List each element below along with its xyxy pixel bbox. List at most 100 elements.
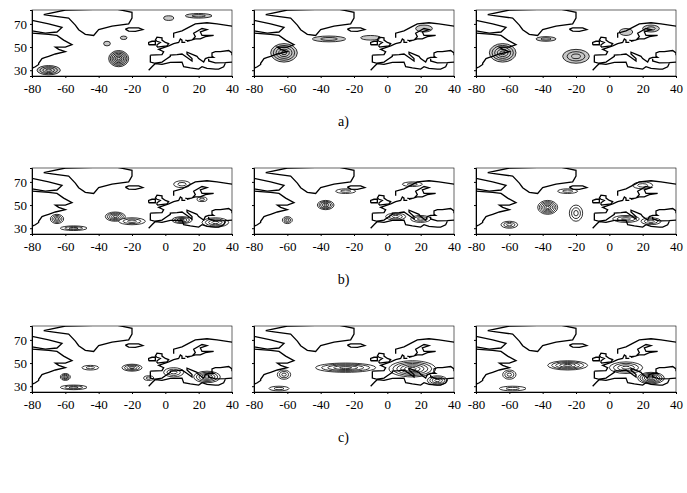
contour [117, 57, 120, 60]
tick: 0 [607, 234, 614, 254]
tick-label: -80 [468, 397, 485, 412]
tick-mark [421, 392, 422, 394]
coastline [476, 349, 516, 385]
tick-mark [321, 76, 322, 78]
tick-label: -20 [568, 239, 585, 254]
contour [552, 362, 584, 369]
tick-label: -20 [346, 397, 363, 412]
tick: -40 [90, 234, 107, 254]
tick-label: -80 [246, 81, 263, 96]
contour [567, 52, 585, 61]
contour [334, 366, 358, 370]
axis-line [33, 77, 233, 79]
tick-mark [165, 234, 166, 236]
contour [110, 52, 127, 66]
contour [341, 190, 351, 192]
axis-line [30, 327, 33, 393]
coastline [476, 191, 516, 227]
contour [114, 55, 124, 63]
coastline [629, 187, 657, 200]
tick: 30 [14, 63, 32, 78]
contour [60, 373, 70, 380]
coastline [254, 178, 284, 191]
tick-mark [30, 340, 32, 341]
contour [40, 67, 58, 74]
tick-mark [252, 363, 254, 364]
coastline [593, 62, 670, 70]
contour [127, 366, 137, 369]
tick: -60 [501, 234, 518, 254]
tick: -20 [124, 76, 141, 96]
tick-mark [474, 24, 476, 25]
coastline [155, 195, 168, 205]
panel: -80-60-40-2002040 [468, 325, 683, 412]
coastline [371, 378, 448, 386]
contour [64, 376, 67, 378]
tick: 0 [607, 76, 614, 96]
tick-mark [252, 47, 254, 48]
contour [319, 201, 332, 208]
tick: 40 [226, 76, 239, 96]
contour [546, 206, 549, 208]
tick-label: 0 [607, 81, 614, 96]
tick: 0 [163, 392, 170, 412]
frame [254, 10, 454, 76]
coastline [254, 33, 294, 69]
contour [543, 204, 553, 211]
tick-mark [99, 392, 100, 394]
tick: -20 [568, 234, 585, 254]
coastline [599, 37, 612, 47]
coastline [32, 33, 72, 69]
coastline [209, 217, 232, 221]
coastline [347, 186, 365, 189]
contour [648, 220, 655, 222]
tick-label: 0 [385, 81, 392, 96]
axis-line [477, 393, 677, 395]
coastline [155, 353, 168, 363]
tick: 40 [448, 76, 461, 96]
tick: 40 [670, 392, 683, 412]
tick-label: -60 [279, 81, 296, 96]
tick-label: 40 [670, 81, 683, 96]
tick-label: 40 [226, 397, 239, 412]
tick-label: -20 [124, 239, 141, 254]
tick-mark [609, 392, 610, 394]
contour [572, 54, 581, 59]
tick-label: -20 [568, 397, 585, 412]
tick-label: 70 [14, 17, 27, 32]
tick-mark [30, 182, 32, 183]
tick-mark [252, 340, 254, 341]
tick-mark [576, 392, 577, 394]
plot-area [476, 168, 676, 228]
contour [54, 217, 61, 222]
tick-mark [543, 76, 544, 78]
tick-label: 0 [163, 239, 170, 254]
contour [548, 361, 588, 370]
tick-mark [509, 392, 510, 394]
coastline [593, 378, 670, 386]
tick-label: 70 [14, 333, 27, 348]
y-axis [252, 169, 255, 235]
tick-label: -20 [346, 239, 363, 254]
contour [111, 215, 119, 219]
tick [474, 70, 476, 71]
contour [538, 200, 558, 214]
contour [322, 203, 329, 207]
contour [507, 224, 513, 226]
tick: 50 [14, 198, 32, 213]
contour [505, 372, 514, 378]
y-axis [252, 327, 255, 393]
tick-mark [165, 76, 166, 78]
tick-label: -40 [90, 397, 107, 412]
coastline [569, 344, 587, 347]
tick-mark [30, 228, 32, 229]
tick: -80 [24, 76, 41, 96]
contour [340, 367, 352, 369]
tick [252, 363, 254, 364]
tick-label: 20 [193, 397, 206, 412]
tick-mark [676, 392, 677, 394]
tick: -40 [90, 76, 107, 96]
contour [104, 41, 111, 46]
tick-mark [543, 392, 544, 394]
contour [65, 386, 83, 389]
